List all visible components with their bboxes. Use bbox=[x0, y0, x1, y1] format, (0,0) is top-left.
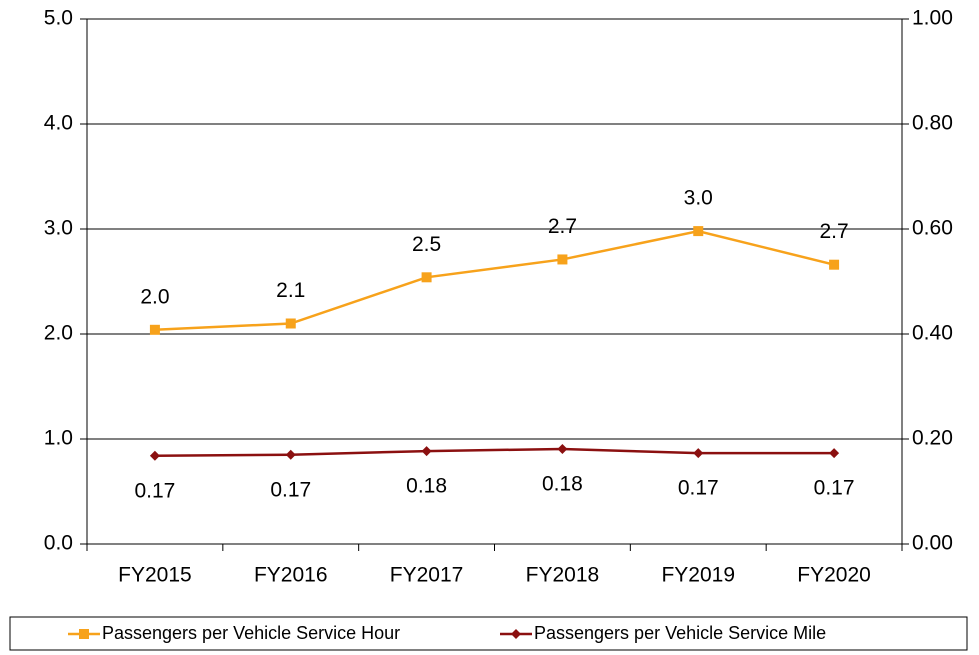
y-tick-label: 2.0 bbox=[44, 322, 73, 345]
data-label: 2.5 bbox=[412, 233, 441, 256]
x-tick-label: FY2017 bbox=[390, 564, 464, 587]
y2-tick-label: 0.00 bbox=[912, 532, 953, 555]
data-label: 0.17 bbox=[270, 478, 311, 501]
data-label: 0.17 bbox=[814, 477, 855, 500]
marker bbox=[829, 448, 840, 459]
y2-tick-label: 0.80 bbox=[912, 112, 953, 135]
legend-label: Passengers per Vehicle Service Hour bbox=[102, 623, 400, 643]
y-tick-label: 0.0 bbox=[44, 532, 73, 555]
y2-tick-label: 0.40 bbox=[912, 322, 953, 345]
series-line bbox=[154, 229, 835, 332]
x-tick-label: FY2020 bbox=[797, 564, 871, 587]
data-label: 3.0 bbox=[684, 187, 713, 210]
data-label: 2.1 bbox=[276, 279, 305, 302]
data-label: 0.18 bbox=[542, 473, 583, 496]
legend-marker bbox=[79, 629, 89, 639]
y2-tick-label: 0.20 bbox=[912, 427, 953, 450]
marker bbox=[557, 254, 568, 265]
y-tick-label: 5.0 bbox=[44, 7, 73, 30]
y2-tick-label: 0.60 bbox=[912, 217, 953, 240]
series-line bbox=[154, 447, 835, 458]
y2-tick-label: 1.00 bbox=[912, 7, 953, 30]
data-label: 2.0 bbox=[140, 285, 169, 308]
data-label: 0.17 bbox=[678, 477, 719, 500]
data-label: 0.18 bbox=[406, 475, 447, 498]
marker bbox=[149, 324, 160, 335]
x-tick-label: FY2019 bbox=[661, 564, 735, 587]
marker bbox=[693, 226, 704, 237]
x-tick-label: FY2015 bbox=[118, 564, 192, 587]
legend-marker bbox=[511, 629, 521, 639]
data-label: 0.17 bbox=[134, 479, 175, 502]
marker bbox=[421, 272, 432, 283]
marker bbox=[421, 446, 432, 457]
y-tick-label: 4.0 bbox=[44, 112, 73, 135]
x-tick-label: FY2018 bbox=[526, 564, 600, 587]
legend bbox=[9, 616, 968, 651]
data-label: 2.7 bbox=[548, 215, 577, 238]
marker bbox=[557, 443, 568, 454]
marker bbox=[285, 449, 296, 460]
legend-label: Passengers per Vehicle Service Mile bbox=[534, 623, 826, 643]
marker bbox=[693, 448, 704, 459]
y-tick-label: 3.0 bbox=[44, 217, 73, 240]
data-label: 2.7 bbox=[819, 220, 848, 243]
marker bbox=[285, 318, 296, 329]
y-tick-label: 1.0 bbox=[44, 427, 73, 450]
marker bbox=[829, 259, 840, 270]
marker bbox=[149, 450, 160, 461]
x-tick-label: FY2016 bbox=[254, 564, 328, 587]
